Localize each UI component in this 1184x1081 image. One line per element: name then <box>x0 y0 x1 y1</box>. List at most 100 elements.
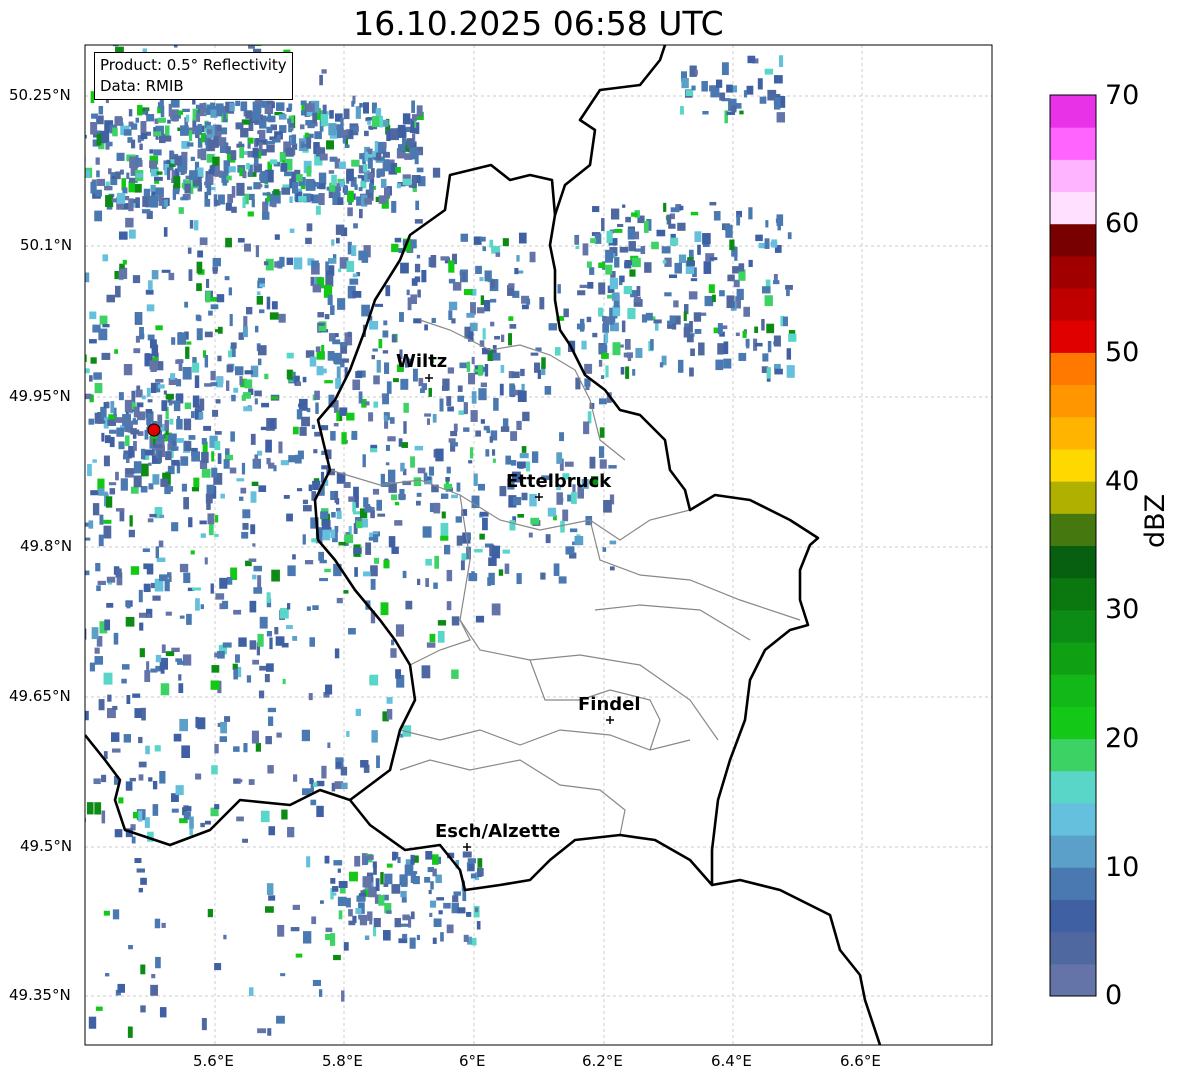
radar-echo <box>430 254 437 268</box>
radar-echo <box>155 665 162 672</box>
city-label-esch-alzette: Esch/Alzette <box>435 821 561 842</box>
radar-echo <box>28 634 31 640</box>
radar-echo <box>627 355 632 362</box>
radar-echo <box>115 285 121 298</box>
radar-echo <box>95 157 100 165</box>
radar-echo <box>394 237 402 243</box>
radar-echo <box>165 451 172 461</box>
colorbar-segment <box>1050 384 1096 418</box>
radar-echo <box>182 807 186 816</box>
radar-echo <box>448 260 455 273</box>
radar-echo <box>211 765 218 775</box>
radar-echo <box>223 459 230 469</box>
radar-echo <box>358 893 367 897</box>
radar-echo <box>391 334 397 343</box>
radar-echo <box>142 48 147 53</box>
radar-echo <box>385 187 391 199</box>
radar-echo <box>402 136 407 146</box>
radar-echo <box>780 315 784 327</box>
radar-echo <box>603 499 612 513</box>
radar-echo <box>574 236 579 244</box>
radar-echo <box>96 133 102 146</box>
radar-site-marker <box>147 423 161 437</box>
radar-echo <box>677 359 684 373</box>
radar-echo <box>331 239 335 246</box>
radar-echo <box>508 371 514 379</box>
radar-echo <box>446 396 452 406</box>
radar-echo <box>302 931 312 944</box>
radar-echo <box>554 347 561 356</box>
radar-echo <box>598 262 606 269</box>
radar-echo <box>50 276 55 281</box>
radar-echo <box>204 557 208 565</box>
radar-echo <box>537 369 541 379</box>
radar-echo <box>113 632 119 645</box>
radar-echo <box>731 246 738 257</box>
radar-echo <box>378 895 385 906</box>
radar-echo <box>246 675 252 683</box>
radar-echo <box>779 55 784 68</box>
radar-echo <box>184 402 192 410</box>
radar-echo <box>159 574 168 582</box>
radar-echo <box>402 142 409 152</box>
radar-echo <box>323 692 330 698</box>
radar-echo <box>460 233 469 242</box>
radar-echo <box>606 230 613 244</box>
radar-echo <box>279 607 289 619</box>
radar-echo <box>296 174 303 182</box>
radar-echo <box>340 358 349 363</box>
radar-echo <box>90 490 99 496</box>
radar-echo <box>54 620 62 623</box>
radar-echo <box>214 804 220 810</box>
radar-echo <box>57 566 63 572</box>
radar-echo <box>225 146 231 154</box>
radar-echo <box>335 377 342 389</box>
radar-echo <box>233 387 239 393</box>
radar-echo <box>24 356 32 363</box>
radar-echo <box>414 855 419 863</box>
radar-echo <box>128 198 134 212</box>
radar-echo <box>39 142 47 153</box>
radar-echo <box>118 267 128 279</box>
radar-echo <box>402 178 412 186</box>
radar-echo <box>400 733 404 738</box>
radar-echo <box>391 243 399 253</box>
radar-echo <box>18 416 22 425</box>
radar-echo <box>346 168 354 182</box>
radar-echo <box>162 472 171 485</box>
radar-echo <box>232 348 236 358</box>
radar-echo <box>205 278 210 288</box>
radar-echo <box>424 476 433 485</box>
radar-echo <box>329 156 338 162</box>
radar-echo <box>160 662 165 674</box>
radar-echo <box>102 254 109 262</box>
radar-echo <box>724 110 728 124</box>
radar-echo <box>175 393 184 404</box>
radar-echo <box>85 272 90 283</box>
radar-echo <box>273 189 280 196</box>
radar-echo <box>155 546 159 559</box>
radar-echo <box>141 395 146 400</box>
radar-echo <box>372 348 378 352</box>
radar-echo <box>208 310 213 316</box>
radar-echo <box>124 422 130 431</box>
radar-echo <box>109 429 117 434</box>
radar-echo <box>688 291 698 300</box>
radar-echo <box>669 213 675 220</box>
radar-echo <box>663 202 667 212</box>
radar-echo <box>364 170 370 183</box>
radar-echo <box>276 732 282 738</box>
radar-echo <box>502 549 510 554</box>
radar-echo <box>114 117 123 126</box>
radar-echo <box>726 84 733 93</box>
radar-echo <box>426 476 432 481</box>
radar-echo <box>154 745 161 752</box>
radar-echo <box>610 271 616 278</box>
radar-echo <box>170 793 179 802</box>
radar-echo <box>281 187 291 195</box>
radar-echo <box>133 198 140 204</box>
radar-echo <box>426 642 436 648</box>
radar-echo <box>265 906 274 913</box>
radar-echo <box>100 130 110 144</box>
radar-echo <box>301 729 310 742</box>
